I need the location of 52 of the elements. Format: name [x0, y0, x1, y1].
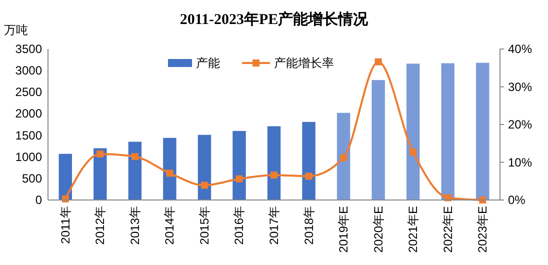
bar [94, 148, 107, 200]
x-tick-label: 2020年E [371, 206, 386, 253]
y-tick-label: 2000 [15, 106, 42, 121]
point [374, 58, 382, 66]
x-tick-label: 2014年 [162, 206, 177, 245]
point [166, 170, 174, 177]
point [305, 172, 312, 180]
point [200, 182, 208, 189]
point [340, 154, 348, 162]
bar [128, 142, 142, 200]
y2-tick-label: 30% [508, 80, 532, 94]
x-tick-label: 2021年E [406, 206, 420, 253]
y2-tick-label: 40% [508, 42, 532, 56]
x-tick-label: 2016年 [232, 206, 246, 245]
bar [267, 126, 281, 200]
bar [232, 130, 246, 200]
y-tick-label: 3500 [15, 42, 42, 56]
bar [198, 134, 212, 200]
bar [302, 122, 316, 200]
x-tick-label: 2023年E [476, 206, 490, 253]
y-tick-label: 2500 [15, 85, 42, 100]
bar [372, 80, 385, 200]
point [410, 148, 417, 156]
bar [163, 138, 176, 200]
x-tick-label: 2019年E [336, 206, 351, 253]
bar [476, 62, 490, 200]
point [236, 175, 243, 182]
chart-title: 2011-2023年PE产能增长情况 [180, 11, 370, 28]
x-tick-label: 2022年E [440, 206, 455, 253]
x-tick-label: 2011年 [58, 206, 72, 244]
bar [441, 63, 454, 200]
y-tick-label: 500 [22, 171, 42, 186]
y-axis-title: 万吨 [4, 23, 28, 37]
x-tick-label: 2015年 [197, 206, 212, 245]
point [96, 150, 104, 158]
y-tick-label: 3000 [15, 64, 42, 78]
x-tick-label: 2017年 [267, 206, 281, 245]
y2-tick-label: 10% [508, 155, 532, 170]
legend-label: 产能增长率 [274, 56, 334, 70]
x-tick-label: 2018年 [302, 206, 316, 245]
y-tick-label: 1500 [15, 128, 42, 142]
y2-tick-label: 0% [508, 193, 526, 207]
bar [406, 64, 420, 200]
y2-tick-label: 20% [508, 118, 532, 132]
x-tick-label: 2013年 [128, 206, 142, 245]
x-tick-label: 2012年 [93, 206, 108, 245]
y-tick-label: 1000 [15, 150, 42, 164]
y-tick-label: 0 [35, 193, 42, 207]
legend-label: 产能 [196, 56, 220, 70]
bar [336, 112, 350, 200]
point [131, 153, 138, 160]
point [270, 172, 278, 179]
